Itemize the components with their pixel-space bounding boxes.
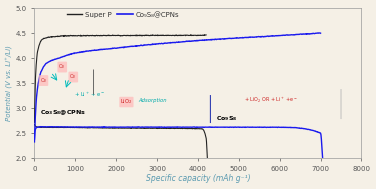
Text: O$_2$: O$_2$	[39, 76, 47, 85]
Text: LiO$_2$: LiO$_2$	[120, 98, 133, 106]
Text: + Li$^+$ + e$^-$: + Li$^+$ + e$^-$	[74, 90, 105, 99]
Text: O$_2$: O$_2$	[58, 63, 66, 71]
Legend: Super P, Co₉S₈@CPNs: Super P, Co₉S₈@CPNs	[64, 9, 182, 21]
Text: $\bf{Co_9S_8}$: $\bf{Co_9S_8}$	[216, 115, 237, 123]
Text: Adsorption: Adsorption	[139, 98, 167, 103]
Y-axis label: Potential (V vs. Li⁺/Li): Potential (V vs. Li⁺/Li)	[6, 45, 13, 121]
Text: O$_2$: O$_2$	[70, 73, 77, 81]
Text: + LiO$_2$ OR + Li$^+$ +e$^-$: + LiO$_2$ OR + Li$^+$ +e$^-$	[244, 95, 299, 105]
Text: $\bf{Co_3S_8@CPNs}$: $\bf{Co_3S_8@CPNs}$	[40, 109, 86, 117]
X-axis label: Specific capacity (mAh g⁻¹): Specific capacity (mAh g⁻¹)	[146, 174, 250, 184]
